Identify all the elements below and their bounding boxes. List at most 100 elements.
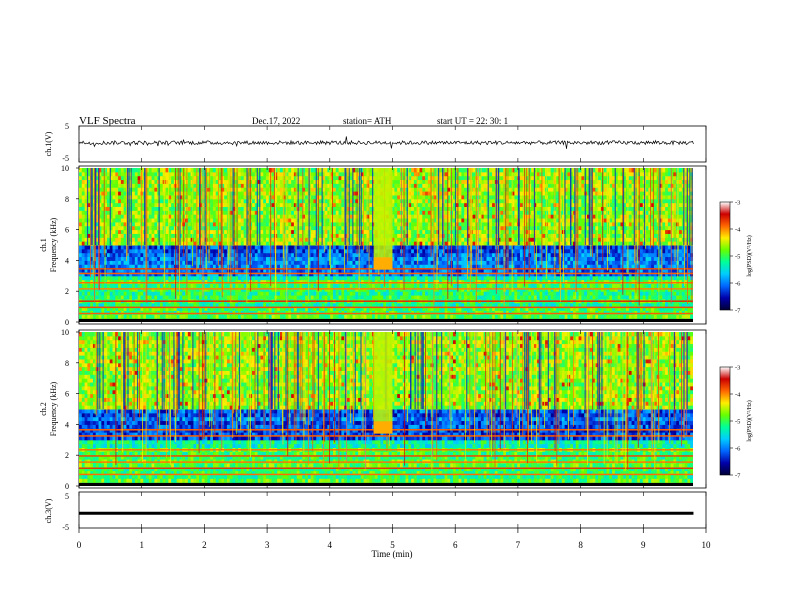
spectrogram-cell <box>157 306 161 311</box>
spectrogram-cell <box>218 291 222 296</box>
spectrogram-cell <box>112 264 116 269</box>
spectrogram-cell <box>118 291 122 296</box>
spectrogram-cell <box>98 302 102 308</box>
spectrogram-cell <box>458 256 462 261</box>
spectrogram-cell <box>394 241 398 246</box>
spectrogram-cell <box>419 256 423 261</box>
spectrogram-cell <box>321 291 326 296</box>
spectrogram-cell <box>204 310 208 315</box>
spectrogram-cell <box>129 245 133 250</box>
spectrogram-cell <box>293 306 298 311</box>
spectrogram-cell <box>519 241 524 246</box>
spectrogram-cell <box>399 306 404 311</box>
spectrogram-cell <box>159 295 164 300</box>
spectrogram-cell <box>137 310 141 315</box>
spectrogram-cell <box>349 233 354 238</box>
spectrogram-cell <box>341 295 345 300</box>
spectrogram-cell <box>592 260 596 265</box>
spectrogram-cell <box>366 283 370 288</box>
spectrogram-cell <box>444 264 448 269</box>
spectrogram-cell <box>589 248 594 254</box>
spectrogram-cell <box>550 260 554 265</box>
spectrogram-cell <box>600 260 605 265</box>
spectrogram-cell <box>508 260 513 265</box>
spectrogram-cell <box>106 248 111 254</box>
spectrogram-cell <box>673 302 677 308</box>
spectrogram-cell <box>151 241 155 246</box>
spectrogram-cell <box>542 248 546 254</box>
spectrogram-cell <box>681 314 686 319</box>
spectrogram-cell <box>651 310 655 315</box>
spectrogram-cell <box>564 306 568 311</box>
spectrogram-cell <box>455 237 460 242</box>
spectrogram-cell <box>497 268 501 273</box>
spectrogram-cell <box>542 306 546 311</box>
spectrogram-cell <box>684 295 688 300</box>
spectrogram-cell <box>399 256 404 261</box>
spectrogram-cell <box>201 295 206 300</box>
spectrogram-cell <box>556 256 560 261</box>
spectrogram-cell <box>330 306 334 311</box>
spectrogram-cell <box>171 248 175 254</box>
spectrogram-cell <box>129 260 133 265</box>
spectrogram-cell <box>475 256 479 261</box>
spectrogram-cell <box>386 283 390 288</box>
spectrogram-cell <box>137 268 141 273</box>
spectrogram-cell <box>168 295 172 300</box>
spectrogram-cell <box>408 268 412 273</box>
ch1-panel: 5 -5 ch.1(V) <box>44 122 707 163</box>
spectrogram-cell <box>79 302 83 308</box>
spectrogram-cell <box>662 302 666 308</box>
spectrogram-cell <box>81 237 86 242</box>
spectrogram-cell <box>106 264 111 269</box>
spectrogram-cell <box>229 283 233 288</box>
spectrogram-cell <box>143 291 147 296</box>
spectrogram-cell <box>425 314 429 319</box>
spectrogram-cell <box>344 245 348 250</box>
spectrogram-cell <box>455 260 460 265</box>
spectrogram-cell <box>327 264 331 269</box>
spectrogram-cell <box>148 306 153 311</box>
spectrogram-cell <box>623 260 627 265</box>
spectrogram-cell <box>132 279 136 284</box>
spectrogram-cell <box>679 275 683 281</box>
spectrogram-cell <box>79 248 83 254</box>
spectrogram-cell <box>98 260 102 265</box>
spectrogram-cell <box>277 260 281 265</box>
spectrogram-cell <box>631 256 635 261</box>
spectrogram-cell <box>525 256 529 261</box>
spectrogram-cell <box>369 279 373 284</box>
spectrogram-cell <box>690 302 693 308</box>
spectrogram-cell <box>480 245 485 250</box>
spectrogram-cell <box>104 233 108 238</box>
spectrogram-cell <box>176 275 180 281</box>
spectrogram-cell <box>444 295 448 300</box>
spectrogram-cell <box>411 310 415 315</box>
spectrogram-cell <box>360 241 365 246</box>
spectrogram-cell <box>519 245 524 250</box>
spectrogram-cell <box>475 279 479 284</box>
spectrogram-cell <box>436 248 440 254</box>
spectrogram-cell <box>95 283 100 288</box>
spectrogram-cell <box>112 306 116 311</box>
spectrogram-cell <box>494 310 499 315</box>
spectrogram-cell <box>455 233 460 238</box>
spectrogram-cell <box>302 245 306 250</box>
spectrogram-cell <box>358 302 362 308</box>
spectrogram-cell <box>321 302 326 308</box>
spectrogram-cell <box>617 310 621 315</box>
spectrogram-cell <box>419 275 423 281</box>
spectrogram-cell <box>98 245 102 250</box>
spectrogram-cell <box>416 264 420 269</box>
spectrogram-cell <box>129 295 133 300</box>
spectrogram-cell <box>422 260 426 265</box>
spectrogram-cell <box>687 283 691 288</box>
spectrogram-cell <box>109 291 113 296</box>
spectrogram-cell <box>542 295 546 300</box>
spectrogram-cell <box>369 260 373 265</box>
spectrogram-cell <box>235 295 239 300</box>
spectrogram-cell <box>475 248 479 254</box>
spectrogram-cell <box>670 314 674 319</box>
spectrogram-cell <box>687 275 691 281</box>
spectrogram-cell <box>411 241 415 246</box>
